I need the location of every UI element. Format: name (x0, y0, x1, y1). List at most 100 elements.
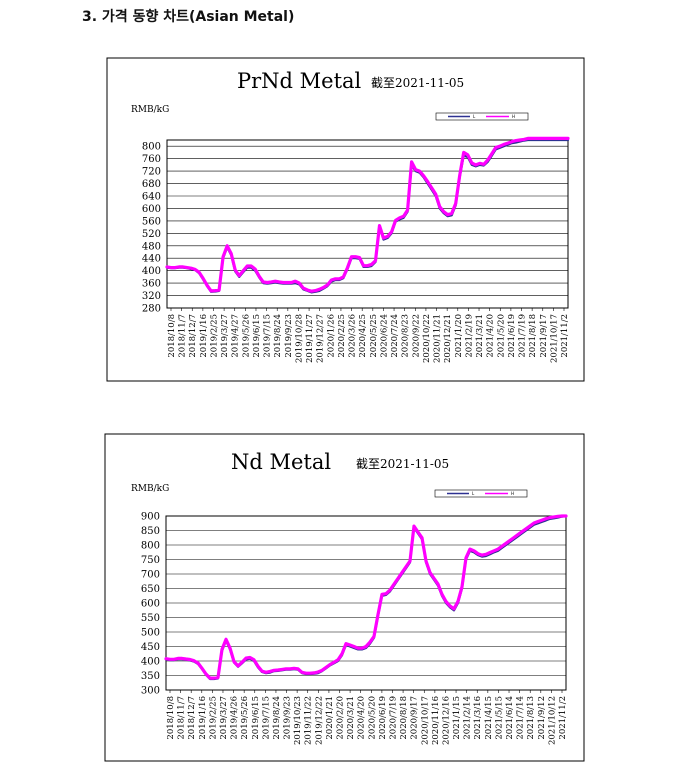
x-tick-label: 2021/4/15 (484, 696, 494, 740)
series-line-h (165, 136, 570, 293)
x-tick-label: 2018/10/8 (166, 696, 176, 740)
x-tick-label: 2020/3/26 (348, 314, 358, 358)
x-tick-label: 2020/6/24 (379, 314, 389, 358)
y-tick-label: 900 (141, 512, 160, 523)
x-tick-label: 2019/9/23 (283, 696, 293, 740)
x-tick-label: 2018/11/7 (177, 696, 187, 740)
x-tick-label: 2020/9/17 (410, 696, 420, 740)
y-tick-label: 450 (141, 642, 160, 653)
y-tick-label: 520 (142, 229, 161, 240)
x-tick-label: 2019/2/25 (209, 314, 219, 358)
chart-date-note: 截至2021-11-05 (371, 76, 464, 90)
y-tick-label: 400 (142, 266, 161, 277)
legend-label-h: H (511, 491, 514, 496)
x-tick-label: 2020/12/16 (441, 696, 451, 745)
x-tick-label: 2021/3/21 (475, 314, 485, 358)
y-axis-unit: RMB/kG (131, 484, 169, 494)
x-tick-label: 2019/8/24 (272, 696, 282, 740)
x-tick-label: 2021/9/17 (539, 314, 549, 358)
x-tick-label: 2018/12/7 (187, 696, 197, 740)
x-tick-label: 2020/5/25 (369, 314, 379, 358)
section-heading: 3. 가격 동향 차트(Asian Metal) (82, 9, 295, 25)
x-tick-label: 2020/10/22 (422, 314, 432, 363)
y-tick-label: 720 (142, 167, 161, 178)
x-tick-label: 2021/1/15 (452, 696, 462, 740)
x-tick-label: 2019/6/15 (252, 314, 262, 358)
chart-title: PrNd Metal (237, 69, 362, 93)
x-tick-label: 2019/7/15 (261, 696, 271, 740)
y-tick-label: 650 (141, 584, 160, 595)
legend-box (435, 112, 529, 121)
x-tick-label: 2021/10/17 (549, 314, 559, 363)
x-tick-label: 2019/7/15 (263, 314, 273, 358)
series-line-h (164, 514, 568, 680)
chart-prnd-metal: PrNd Metal 截至2021-11-05 RMB/kG L H 280 32… (106, 57, 585, 382)
legend-label-l: L (472, 491, 475, 496)
x-tick-label: 2021/4/20 (486, 314, 496, 358)
x-tick-label: 2019/10/28 (294, 314, 304, 363)
y-axis-unit: RMB/kG (131, 105, 169, 115)
x-tick-label: 2019/1/16 (199, 314, 209, 358)
x-tick-label: 2021/8/18 (528, 314, 538, 358)
x-tick-label: 2021/7/14 (516, 696, 526, 740)
chart-legend: L H (434, 489, 528, 498)
x-tick-label: 2019/11/27 (305, 314, 315, 363)
x-tick-label: 2021/6/19 (507, 314, 517, 358)
x-tick-label: 2020/8/23 (401, 314, 411, 358)
chart-title: Nd Metal (231, 450, 331, 474)
legend-box (434, 489, 528, 498)
x-tick-label: 2021/6/14 (505, 696, 515, 740)
y-tick-label: 440 (142, 254, 161, 265)
x-tick-label: 2020/7/24 (390, 314, 400, 358)
x-tick-label: 2019/12/27 (316, 314, 326, 363)
x-tick-label: 2020/7/19 (388, 696, 398, 740)
x-tick-label: 2019/3/27 (220, 314, 230, 358)
x-tick-label: 2021/8/13 (526, 696, 536, 740)
x-tick-label: 2018/12/7 (188, 314, 198, 358)
x-tick-label: 2021/11/2 (558, 696, 568, 740)
x-tick-label: 2021/2/19 (464, 314, 474, 358)
y-tick-label: 350 (141, 671, 160, 682)
x-tick-label: 2019/11/22 (304, 696, 314, 745)
x-tick-label: 2021/7/19 (518, 314, 528, 358)
y-tick-label: 800 (141, 541, 160, 552)
y-tick-label: 600 (142, 204, 161, 215)
x-tick-label: 2020/6/19 (378, 696, 388, 740)
x-tick-label: 2020/10/17 (420, 696, 430, 745)
x-tick-label: 2019/5/26 (240, 696, 250, 740)
x-tick-label: 2018/10/8 (167, 314, 177, 358)
x-tick-label: 2019/10/23 (293, 696, 303, 745)
x-tick-label: 2019/2/25 (208, 696, 218, 740)
x-tick-label: 2020/2/20 (336, 696, 346, 740)
x-tick-label: 2021/11/2 (560, 314, 570, 358)
x-tick-label: 2020/4/25 (358, 314, 368, 358)
y-tick-label: 400 (141, 657, 160, 668)
x-tick-label: 2019/9/23 (284, 314, 294, 358)
x-tick-label: 2019/12/22 (314, 696, 324, 745)
y-tick-label: 680 (142, 179, 161, 190)
legend-label-h: H (512, 114, 515, 119)
chart-legend: L H (435, 112, 529, 121)
chart-nd-metal: Nd Metal 截至2021-11-05 RMB/kG L H 300 350 4… (104, 433, 585, 762)
x-tick-label: 2020/8/18 (399, 696, 409, 740)
x-tick-label: 2020/3/21 (346, 696, 356, 740)
x-tick-label: 2021/10/12 (547, 696, 557, 745)
legend-label-l: L (473, 114, 476, 119)
y-tick-label: 550 (141, 613, 160, 624)
y-tick-label: 760 (142, 154, 161, 165)
x-tick-label: 2020/9/22 (411, 314, 421, 358)
y-tick-label: 800 (142, 142, 161, 153)
x-tick-label: 2019/6/15 (251, 696, 261, 740)
x-tick-label: 2019/4/27 (231, 314, 241, 358)
chart-date-note: 截至2021-11-05 (356, 457, 449, 471)
x-tick-label: 2020/2/25 (337, 314, 347, 358)
x-tick-label: 2021/2/14 (463, 696, 473, 740)
x-tick-label: 2021/5/20 (496, 314, 506, 358)
x-tick-label: 2018/11/7 (178, 314, 188, 358)
y-tick-label: 360 (142, 279, 161, 290)
y-tick-label: 560 (142, 216, 161, 227)
y-tick-label: 480 (142, 241, 161, 252)
y-tick-label: 280 (142, 304, 161, 315)
x-tick-label: 2020/11/16 (431, 696, 441, 745)
